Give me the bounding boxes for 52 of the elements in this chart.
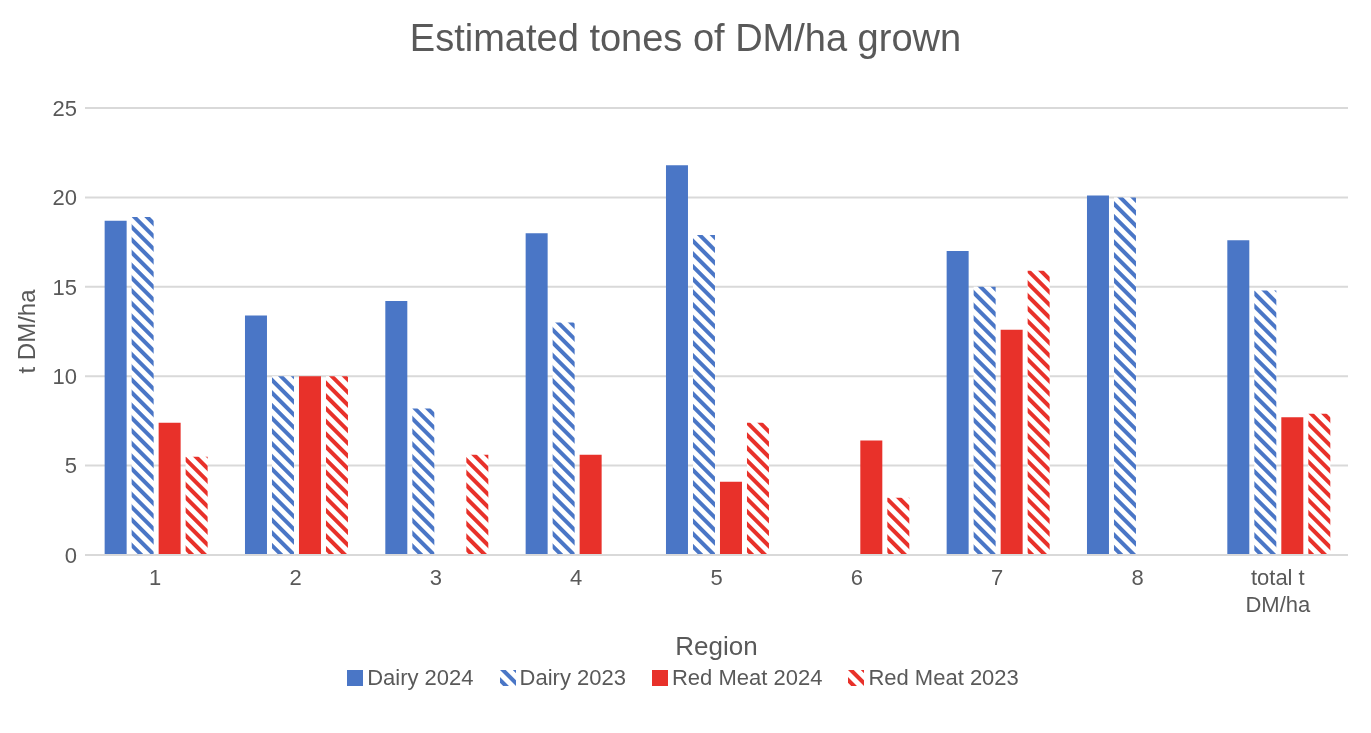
bar: [525, 233, 548, 555]
bar: [412, 408, 435, 555]
bar: [466, 454, 489, 555]
x-tick-label: 3: [429, 565, 442, 590]
legend-label: Dairy 2023: [519, 665, 626, 691]
bar: [946, 251, 969, 555]
x-tick-label: 4: [570, 565, 583, 590]
x-tick-label: 6: [850, 565, 863, 590]
chart-title: Estimated tones of DM/ha grown: [408, 16, 963, 61]
bar: [298, 376, 321, 555]
y-tick-label: 0: [64, 542, 77, 568]
bar: [860, 440, 883, 555]
bar: [1086, 195, 1109, 555]
bar: [244, 315, 267, 555]
bar: [1227, 240, 1250, 555]
x-tick-label: 7: [991, 565, 1004, 590]
bar: [719, 481, 742, 555]
x-axis-title: Region: [675, 631, 758, 661]
y-tick-label: 10: [52, 364, 77, 390]
x-tick-label: 8: [1131, 565, 1144, 590]
x-tick-label: total t DM/ha: [1245, 565, 1311, 617]
bar: [131, 217, 154, 555]
bar: [1281, 417, 1304, 555]
bar: [271, 376, 294, 555]
bar: [665, 165, 688, 555]
legend-label: Dairy 2024: [367, 665, 474, 691]
bar: [746, 422, 769, 555]
y-tick-label: 20: [52, 185, 77, 211]
bar: [579, 454, 602, 555]
legend-label: Red Meat 2024: [671, 665, 823, 691]
bar: [385, 301, 408, 555]
bar: [692, 234, 715, 555]
y-axis-title: t DM/ha: [12, 288, 40, 374]
y-tick-label: 15: [52, 274, 77, 300]
bar: [552, 322, 575, 555]
bar: [1113, 197, 1136, 555]
bar: [1000, 329, 1023, 555]
y-tick-label: 25: [52, 95, 77, 121]
bar: [973, 286, 996, 555]
bar: [1254, 290, 1277, 555]
y-tick-label: 5: [64, 453, 77, 479]
x-tick-label: 5: [710, 565, 723, 590]
x-tick-label: 2: [289, 565, 302, 590]
bar: [887, 497, 910, 555]
bar: [158, 422, 181, 555]
bar: [104, 220, 127, 555]
x-tick-label: 1: [149, 565, 162, 590]
legend-label: Red Meat 2023: [868, 665, 1019, 691]
bar: [1027, 270, 1050, 555]
bar: [185, 456, 208, 555]
bar: [325, 376, 348, 555]
bar: [1308, 413, 1331, 555]
